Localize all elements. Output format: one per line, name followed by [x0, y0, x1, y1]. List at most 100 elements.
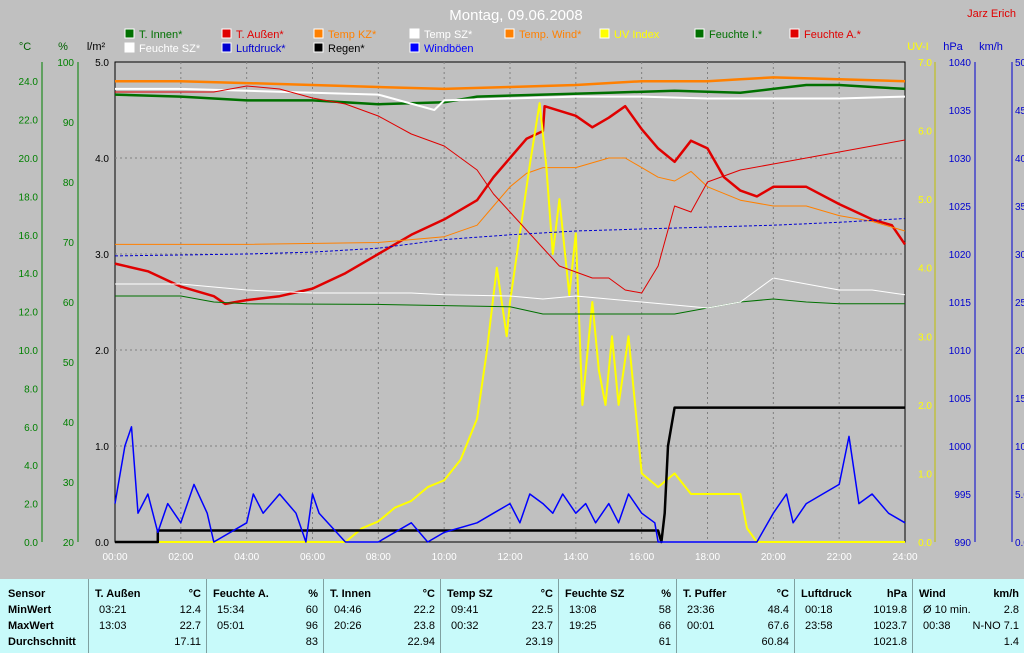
legend-swatch: [409, 28, 420, 39]
time-tick-label: 02:00: [168, 552, 193, 563]
series-line: [115, 76, 906, 91]
percent-tick-label: 60: [63, 298, 75, 309]
pressure-tick-label: 1035: [949, 106, 972, 117]
chart-title: Montag, 09.06.2008: [449, 7, 582, 24]
stats-min-time: 13:08: [569, 604, 597, 616]
percent-tick-label: 30: [63, 478, 75, 489]
plot-area: [114, 76, 907, 544]
stats-unit: km/h: [993, 588, 1019, 600]
stats-sensor-name: T. Puffer: [683, 588, 727, 600]
wind-tick-label: 50.0: [1015, 58, 1024, 69]
axes: 00:00 02:00 04:00 06:00 08:00 10:00 12:00 14:00…: [19, 41, 1024, 563]
pressure-tick-label: 1005: [949, 394, 972, 405]
legend-swatch: [789, 28, 800, 39]
stats-row-max: MaxWert: [8, 620, 54, 632]
stats-max-time: 05:01: [217, 620, 245, 632]
time-tick-label: 22:00: [827, 552, 852, 563]
wind-unit-label: km/h: [979, 41, 1003, 53]
legend-swatch: [599, 28, 610, 39]
rain-unit-label: l/m²: [87, 41, 106, 53]
wind-tick-label: 5.0: [1015, 490, 1024, 501]
stats-max-value: 22.7: [179, 620, 201, 632]
stats-max-value: 23.7: [531, 620, 553, 632]
celsius-tick-label: 18.0: [19, 192, 39, 203]
celsius-tick-label: 10.0: [19, 346, 39, 357]
series-line: [114, 104, 907, 306]
stats-unit: hPa: [886, 588, 907, 600]
stats-max-value: 67.6: [767, 620, 789, 632]
stats-max-value: 96: [305, 620, 318, 632]
stats-column: T. Innen °C 04:46 22.2 20:26 23.8 22.94: [323, 579, 441, 653]
wind-tick-label: 10.0: [1015, 442, 1024, 453]
series-line: [114, 426, 906, 543]
series-line: [115, 277, 906, 309]
pressure-tick-label: 1025: [949, 202, 972, 213]
series-line: [114, 218, 906, 257]
pressure-unit-label: hPa: [943, 41, 963, 53]
rain-tick-label: 1.0: [95, 442, 109, 453]
stats-avg-value: 22.94: [407, 636, 435, 648]
stats-min-time: 09:41: [451, 604, 479, 616]
pressure-tick-label: 1010: [949, 346, 972, 357]
uv-tick-label: 1.0: [918, 469, 932, 480]
stats-avg-value: 83: [305, 636, 318, 648]
stats-avg-value: 1.4: [1003, 636, 1019, 648]
rain-tick-label: 4.0: [95, 154, 109, 165]
uv-tick-label: 6.0: [918, 127, 932, 138]
celsius-tick-label: 8.0: [24, 384, 38, 395]
stats-sensor-name: Temp SZ: [447, 588, 493, 600]
stats-panel: Sensor MinWert MaxWert Durchschnitt T. A…: [0, 579, 1024, 653]
percent-tick-label: 70: [63, 238, 75, 249]
legend-swatch: [313, 42, 324, 53]
uv-tick-label: 7.0: [918, 58, 932, 69]
legend-label: Feuchte SZ*: [139, 43, 201, 55]
pressure-tick-label: 1000: [949, 442, 972, 453]
series-line: [114, 83, 906, 106]
stats-max-time: 00:38: [923, 620, 951, 632]
stats-sensor-name: Feuchte SZ: [565, 588, 625, 600]
stats-min-value: 2.8: [1003, 604, 1019, 616]
legend-swatch: [313, 28, 324, 39]
stats-max-value: 1023.7: [873, 620, 907, 632]
stats-min-time: 03:21: [99, 604, 127, 616]
time-tick-label: 14:00: [563, 552, 588, 563]
pressure-tick-label: 995: [954, 490, 971, 501]
stats-row-avg: Durchschnitt: [8, 636, 76, 648]
time-tick-label: 10:00: [432, 552, 457, 563]
wind-tick-label: 45.0: [1015, 106, 1024, 117]
percent-tick-label: 80: [63, 178, 75, 189]
time-tick-label: 16:00: [629, 552, 654, 563]
uv-tick-label: 0.0: [918, 538, 932, 549]
weather-chart: Montag, 09.06.2008 Jarz Erich T. Innen* T…: [18, 7, 1024, 563]
stats-unit: °C: [188, 588, 201, 600]
stats-min-value: 60: [305, 604, 318, 616]
stats-row-min: MinWert: [8, 604, 52, 616]
stats-column: Feuchte SZ% 13:08 58 19:25 66 61: [558, 579, 677, 653]
stats-min-time: 04:46: [334, 604, 362, 616]
stats-min-time: 00:18: [805, 604, 833, 616]
time-tick-label: 06:00: [300, 552, 325, 563]
stats-max-time: 00:01: [687, 620, 715, 632]
stats-avg-value: 61: [658, 636, 671, 648]
celsius-tick-label: 2.0: [24, 500, 38, 511]
stats-min-value: 1019.8: [873, 604, 907, 616]
stats-column: T. Puffer °C 23:36 48.4 00:01 67.6 60.84: [676, 579, 795, 653]
stats-min-time: 23:36: [687, 604, 715, 616]
stats-min-value: 58: [658, 604, 671, 616]
time-tick-label: 12:00: [497, 552, 522, 563]
wind-tick-label: 30.0: [1015, 250, 1024, 261]
stats-unit: %: [661, 588, 671, 600]
stats-column: Feuchte A.% 15:34 60 05:01 96 83: [206, 579, 324, 653]
stats-min-time: 15:34: [217, 604, 245, 616]
rain-tick-label: 2.0: [95, 346, 109, 357]
stats-sensor-name: Feuchte A.: [213, 588, 269, 600]
legend-label: T. Außen*: [236, 29, 284, 41]
stats-sensor-name: T. Innen: [330, 588, 371, 600]
stats-sensor-name: Luftdruck: [801, 588, 852, 600]
wind-tick-label: 35.0: [1015, 202, 1024, 213]
stats-column: T. Außen °C 03:21 12.4 13:03 22.7 17.11: [88, 579, 207, 653]
celsius-tick-label: 22.0: [19, 116, 39, 127]
celsius-tick-label: 24.0: [19, 77, 39, 88]
pressure-tick-label: 990: [954, 538, 971, 549]
legend-label: Feuchte I.*: [709, 29, 763, 41]
